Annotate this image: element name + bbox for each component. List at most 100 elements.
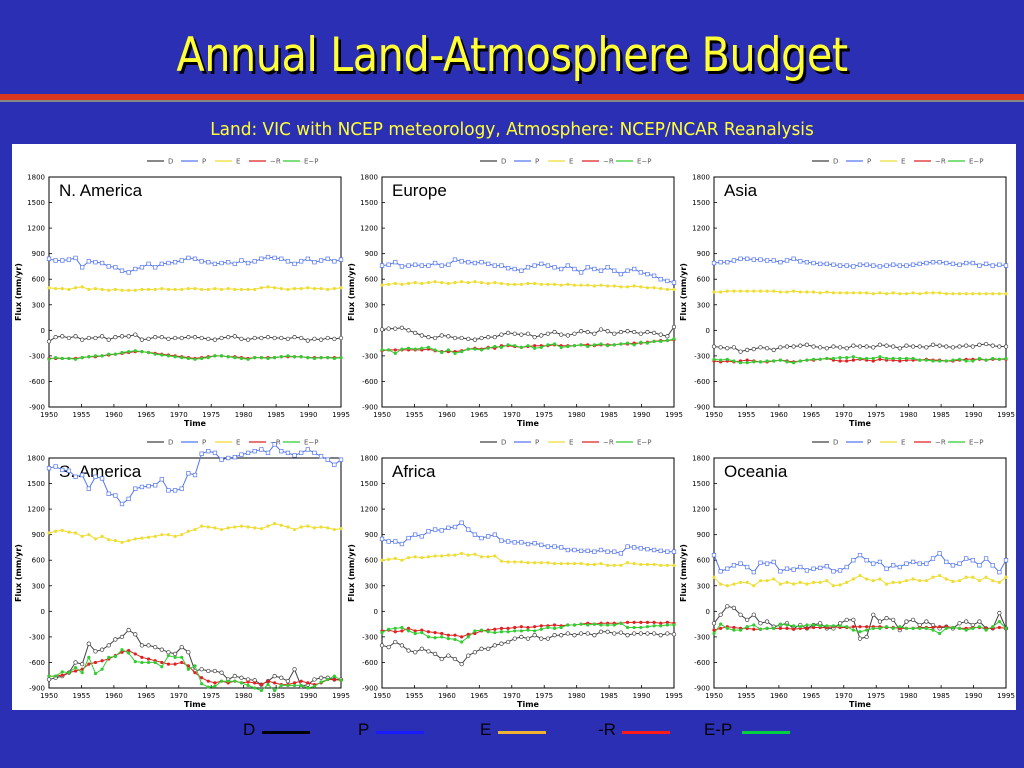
point-ep bbox=[884, 625, 889, 629]
y-axis-label: Flux (mm/yr) bbox=[347, 544, 356, 602]
x-tick-label: 1955 bbox=[73, 411, 91, 419]
point-ep bbox=[924, 626, 928, 630]
point-p bbox=[612, 268, 617, 273]
point-ep bbox=[279, 355, 283, 359]
point-e bbox=[526, 561, 530, 565]
point-d bbox=[725, 604, 730, 609]
point-r bbox=[719, 626, 723, 630]
point-d bbox=[146, 336, 151, 342]
point-p bbox=[272, 255, 277, 261]
point-d bbox=[159, 334, 164, 340]
x-tick-label: 1965 bbox=[802, 692, 820, 700]
point-p bbox=[745, 256, 750, 261]
point-d bbox=[532, 633, 537, 638]
point-d bbox=[824, 346, 829, 351]
point-d bbox=[950, 345, 956, 350]
point-d bbox=[259, 335, 264, 341]
point-e bbox=[858, 573, 862, 578]
point-r bbox=[273, 681, 277, 685]
point-p bbox=[937, 260, 942, 265]
point-p bbox=[113, 265, 118, 270]
point-p bbox=[199, 451, 204, 456]
point-ep bbox=[838, 355, 842, 360]
point-ep bbox=[60, 670, 64, 674]
point-p bbox=[930, 260, 936, 265]
y-tick-label: -300 bbox=[362, 633, 378, 641]
point-r bbox=[851, 625, 855, 629]
point-e bbox=[219, 527, 224, 532]
bottom-legend-item-r: -R bbox=[598, 720, 616, 740]
point-p bbox=[439, 528, 444, 533]
point-d bbox=[439, 333, 444, 338]
point-r bbox=[466, 632, 470, 636]
bottom-legend-label-d: D bbox=[243, 720, 256, 739]
point-e bbox=[473, 552, 477, 556]
point-p bbox=[957, 262, 962, 267]
point-r bbox=[792, 627, 796, 631]
point-e bbox=[851, 291, 855, 295]
point-d bbox=[937, 343, 942, 348]
point-ep bbox=[420, 346, 424, 350]
point-e bbox=[1004, 292, 1008, 296]
bottom-legend-item-ep: E-P bbox=[704, 720, 732, 740]
point-p bbox=[771, 258, 776, 263]
x-tick-label: 1955 bbox=[738, 692, 756, 700]
point-e bbox=[712, 575, 716, 579]
point-d bbox=[924, 619, 929, 624]
point-d bbox=[192, 334, 198, 340]
point-d bbox=[831, 344, 836, 349]
point-ep bbox=[387, 348, 391, 352]
point-ep bbox=[460, 350, 464, 354]
point-p bbox=[119, 268, 125, 273]
point-d bbox=[910, 344, 916, 349]
point-r bbox=[206, 679, 210, 683]
point-p bbox=[226, 455, 231, 461]
point-e bbox=[499, 281, 504, 286]
point-e bbox=[566, 562, 570, 566]
bottom-legend-line-d bbox=[262, 731, 310, 734]
point-ep bbox=[672, 623, 676, 627]
point-r bbox=[200, 676, 204, 680]
point-ep bbox=[453, 351, 457, 355]
point-p bbox=[505, 265, 511, 271]
point-d bbox=[891, 617, 896, 623]
y-axis-label: Flux (mm/yr) bbox=[679, 263, 688, 321]
point-p bbox=[970, 260, 975, 266]
point-d bbox=[113, 334, 118, 340]
point-d bbox=[226, 334, 231, 340]
point-ep bbox=[818, 624, 822, 628]
point-ep bbox=[180, 355, 184, 360]
x-tick-label: 1950 bbox=[705, 411, 723, 419]
point-ep bbox=[466, 347, 470, 351]
point-ep bbox=[426, 345, 431, 349]
point-p bbox=[419, 534, 424, 539]
point-ep bbox=[180, 655, 184, 659]
point-p bbox=[950, 261, 956, 267]
point-d bbox=[671, 324, 677, 330]
point-e bbox=[299, 286, 303, 291]
point-d bbox=[199, 667, 204, 672]
point-e bbox=[845, 291, 849, 295]
point-r bbox=[526, 625, 530, 630]
point-ep bbox=[592, 622, 596, 626]
x-tick-label: 1985 bbox=[932, 692, 950, 700]
point-r bbox=[639, 620, 643, 625]
point-ep bbox=[226, 679, 230, 683]
bottom-legend-item-p: P bbox=[358, 720, 369, 740]
point-ep bbox=[745, 625, 749, 629]
y-axis-label: Flux (mm/yr) bbox=[14, 263, 23, 321]
point-ep bbox=[652, 624, 656, 628]
point-e bbox=[460, 551, 464, 556]
point-d bbox=[292, 334, 297, 340]
y-tick-label: 1200 bbox=[360, 225, 378, 233]
point-d bbox=[486, 646, 491, 651]
y-tick-label: 600 bbox=[365, 276, 378, 284]
point-ep bbox=[513, 629, 517, 633]
point-d bbox=[651, 631, 657, 636]
point-d bbox=[857, 344, 863, 349]
point-ep bbox=[546, 625, 550, 630]
point-p bbox=[159, 477, 164, 482]
point-e bbox=[380, 558, 384, 562]
point-p bbox=[539, 542, 544, 548]
point-e bbox=[579, 562, 583, 566]
